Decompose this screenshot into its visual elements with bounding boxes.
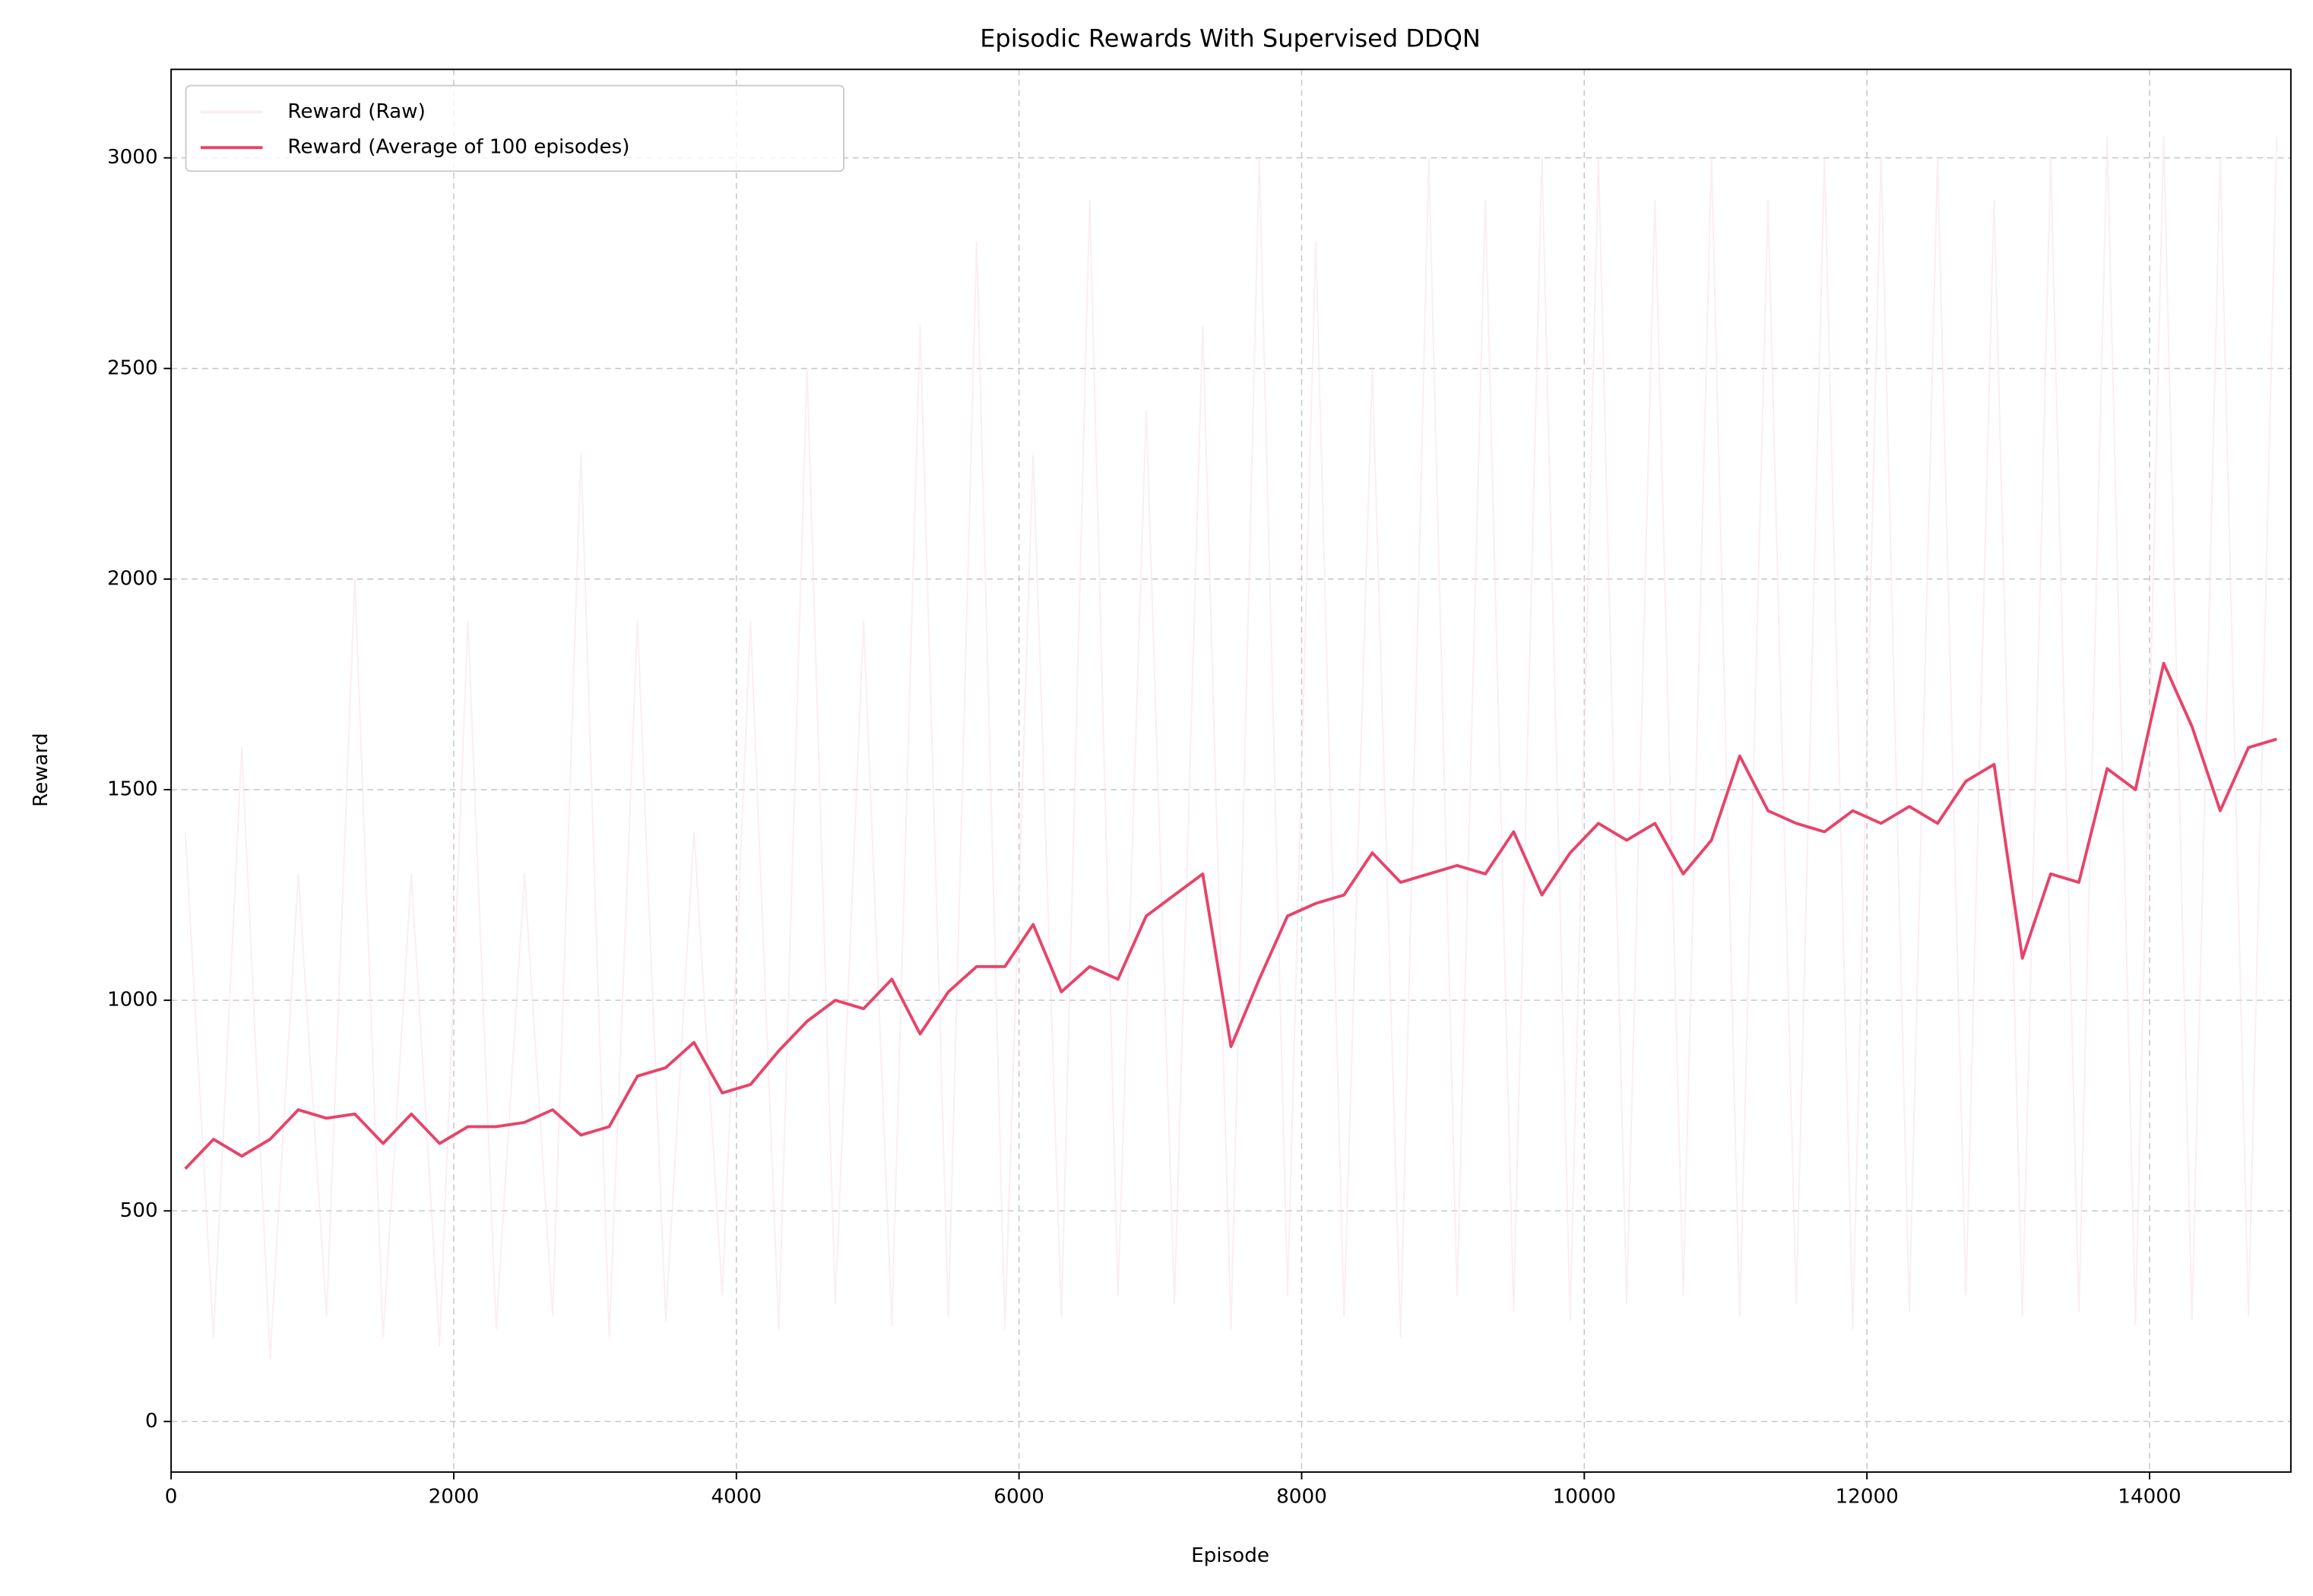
x-tick-label: 0: [165, 1485, 178, 1508]
x-tick-label: 12000: [1835, 1485, 1898, 1508]
x-tick-label: 14000: [2118, 1485, 2181, 1508]
x-tick-label: 8000: [1276, 1485, 1327, 1508]
series-line: [184, 661, 2277, 1170]
y-tick-label: 2500: [107, 356, 158, 379]
y-tick-label: 3000: [107, 146, 158, 169]
series-line: [184, 135, 2278, 1360]
x-tick-label: 4000: [711, 1485, 762, 1508]
axes: 0 2000 4000 6000 8000 10000 12000 14000 0 500 1000…: [107, 146, 2182, 1508]
legend: Reward (Raw) Reward (Average of 100 episo…: [185, 84, 845, 173]
x-axis-label: Episode: [1191, 1544, 1269, 1567]
chart-title: Episodic Rewards With Supervised DDQN: [980, 24, 1481, 52]
x-tick-label: 2000: [429, 1485, 480, 1508]
legend-label: Reward (Average of 100 episodes): [287, 136, 629, 159]
plot-area: [184, 135, 2278, 1360]
legend-box: [185, 84, 845, 173]
x-tick-label: 6000: [993, 1485, 1044, 1508]
axes-frame: [170, 68, 2292, 1473]
y-tick-label: 1500: [107, 778, 158, 801]
legend-label: Reward (Raw): [287, 100, 425, 123]
y-axis-label: Reward: [30, 733, 52, 807]
y-tick-label: 500: [120, 1199, 158, 1222]
x-tick-label: 10000: [1553, 1485, 1616, 1508]
y-tick-label: 2000: [107, 567, 158, 590]
y-tick-label: 0: [145, 1410, 158, 1433]
y-tick-label: 1000: [107, 989, 158, 1012]
